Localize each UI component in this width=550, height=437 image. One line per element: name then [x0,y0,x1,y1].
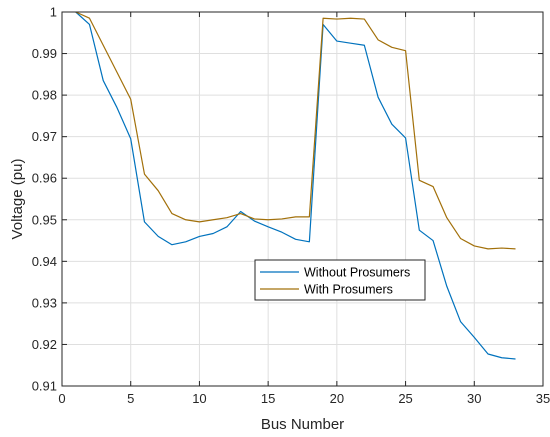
y-tick-label: 0.96 [32,171,57,186]
x-tick-label: 35 [536,391,550,406]
plot-area-background [62,12,543,386]
y-tick-label: 1 [50,5,57,20]
y-tick-label: 0.92 [32,337,57,352]
y-tick-label: 0.97 [32,129,57,144]
legend: Without Prosumers With Prosumers [254,259,426,301]
y-tick-label: 0.94 [32,254,57,269]
x-tick-label: 20 [330,391,344,406]
x-tick-label: 15 [261,391,275,406]
series-line-without-prosumers [75,11,516,360]
legend-entry-label: With Prosumers [304,283,393,297]
series-line-with-prosumers [75,11,516,250]
x-tick-label: 25 [398,391,412,406]
x-tick-label: 5 [127,391,134,406]
x-tick-label: 0 [58,391,65,406]
y-tick-label: 0.95 [32,212,57,227]
y-tick-label: 0.99 [32,46,57,61]
x-tick-label: 30 [467,391,481,406]
series-layer [75,11,516,360]
y-tick-label: 0.93 [32,295,57,310]
x-tick-label: 10 [192,391,206,406]
plot-area-border [61,11,544,387]
tick-layer: 0 5 10 15 20 25 30 35 0.91 0.92 0.93 0.94 0.95 0.96 0.… [32,5,550,407]
legend-box [254,259,426,301]
y-tick-label: 0.91 [32,379,57,394]
y-tick-label: 0.98 [32,88,57,103]
grid-layer [62,12,543,386]
x-axis-label: Bus Number [261,416,344,433]
legend-entry-label: Without Prosumers [304,266,410,280]
y-axis-label: Voltage (pu) [9,159,26,240]
